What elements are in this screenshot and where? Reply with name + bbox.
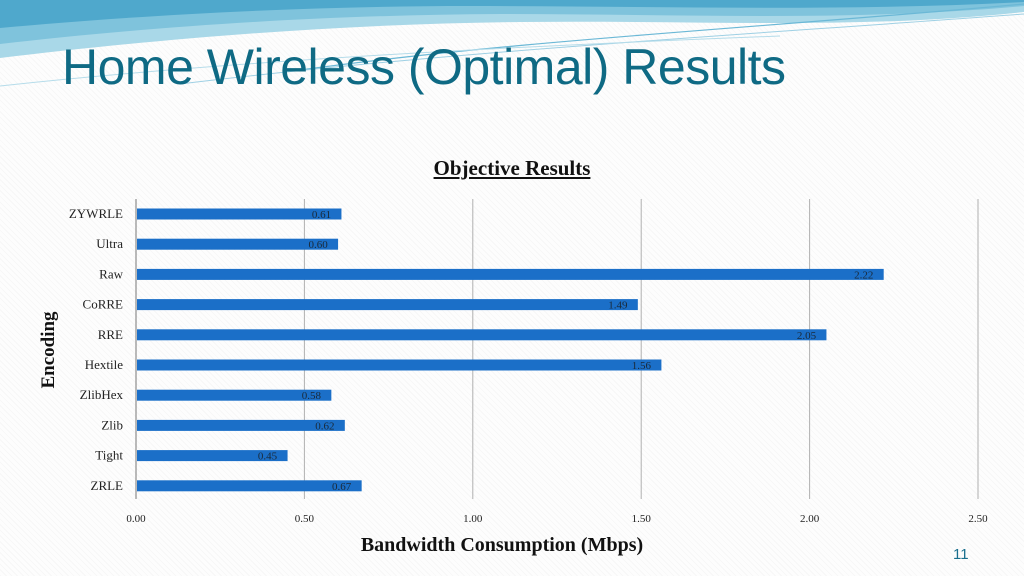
bar-zrle xyxy=(137,480,362,492)
data-label-zlib: 0.62 xyxy=(315,420,334,432)
category-label-ultra: Ultra xyxy=(96,236,123,251)
bar-zlibhex xyxy=(137,389,332,401)
category-label-zrle: ZRLE xyxy=(91,478,124,493)
data-label-zywrle: 0.61 xyxy=(312,209,331,221)
bar-hextile xyxy=(137,359,662,371)
bar-raw xyxy=(137,268,884,280)
category-label-rre: RRE xyxy=(98,327,123,342)
data-label-rre: 2.05 xyxy=(797,330,817,342)
data-label-zrle: 0.67 xyxy=(332,481,352,493)
data-label-ultra: 0.60 xyxy=(308,239,328,251)
x-tick-label-0: 0.00 xyxy=(126,513,146,525)
category-label-zlib: Zlib xyxy=(101,417,123,432)
bar-zywrle xyxy=(137,208,342,220)
category-label-hextile: Hextile xyxy=(85,357,123,372)
x-axis-title: Bandwidth Consumption (Mbps) xyxy=(360,534,644,556)
y-axis-title: Encoding xyxy=(38,311,59,389)
slide-title: Home Wireless (Optimal) Results xyxy=(62,39,786,95)
x-tick-label-2: 1.00 xyxy=(463,513,483,525)
data-label-tight: 0.45 xyxy=(258,451,278,463)
page-number: 11 xyxy=(953,546,969,563)
header-swoosh-decoration xyxy=(0,0,1024,87)
category-label-corre: CoRRE xyxy=(83,297,124,312)
x-tick-label-3: 1.50 xyxy=(632,513,652,525)
x-tick-label-5: 2.50 xyxy=(968,513,988,525)
bar-ultra xyxy=(137,238,339,250)
bar-tight xyxy=(137,450,288,462)
category-label-zlibhex: ZlibHex xyxy=(80,387,124,402)
bar-corre xyxy=(137,299,638,311)
x-tick-label-1: 0.50 xyxy=(295,513,315,525)
bar-zlib xyxy=(137,419,345,431)
category-label-zywrle: ZYWRLE xyxy=(69,206,123,221)
category-label-raw: Raw xyxy=(99,266,123,281)
category-label-tight: Tight xyxy=(95,448,123,463)
data-label-raw: 2.22 xyxy=(854,269,873,281)
data-label-corre: 1.49 xyxy=(608,300,628,312)
x-tick-label-4: 2.00 xyxy=(800,513,820,525)
bar-rre xyxy=(137,329,827,341)
data-label-hextile: 1.56 xyxy=(632,360,652,372)
chart-title: Objective Results xyxy=(433,156,591,180)
data-label-zlibhex: 0.58 xyxy=(302,390,322,402)
